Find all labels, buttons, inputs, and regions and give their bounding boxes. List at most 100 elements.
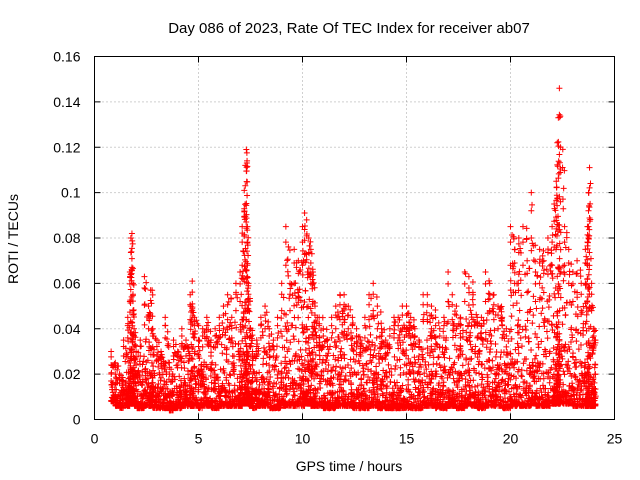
data-point [529, 320, 536, 327]
data-point [231, 382, 238, 389]
data-point [511, 246, 518, 253]
data-point [191, 350, 198, 357]
data-point [515, 329, 522, 336]
data-point [515, 235, 522, 241]
data-point [199, 343, 206, 350]
data-point [128, 245, 135, 252]
data-point [518, 373, 525, 380]
data-point [231, 319, 238, 326]
data-point [424, 337, 431, 344]
data-point [450, 322, 457, 329]
grid-lines [94, 56, 615, 420]
data-point [163, 393, 170, 400]
data-point [325, 346, 332, 353]
data-point [516, 268, 523, 275]
data-point [445, 298, 452, 305]
data-point [238, 291, 245, 298]
data-point [130, 307, 137, 314]
data-point [308, 250, 315, 257]
data-point [260, 344, 267, 351]
data-point [528, 207, 535, 214]
data-point [374, 303, 381, 310]
data-point [436, 325, 443, 332]
data-point [217, 366, 224, 373]
chart-title: Day 086 of 2023, Rate Of TEC Index for r… [168, 20, 530, 37]
data-point [424, 301, 431, 308]
data-point [219, 350, 226, 357]
data-point [274, 375, 281, 382]
data-point [203, 314, 210, 321]
data-point [155, 380, 162, 387]
data-point [108, 381, 115, 388]
data-point [133, 348, 140, 355]
data-point [536, 246, 543, 253]
data-point [428, 303, 435, 310]
data-point [387, 378, 394, 385]
data-point [290, 391, 297, 398]
data-point [344, 336, 351, 343]
data-point [166, 364, 173, 371]
data-point [139, 361, 146, 368]
data-point [524, 289, 531, 296]
data-point [502, 387, 509, 394]
data-point [188, 355, 195, 362]
data-point [335, 333, 342, 340]
data-point [148, 300, 155, 307]
data-point [153, 337, 160, 344]
data-point [112, 364, 119, 371]
data-point [445, 280, 452, 287]
data-point [176, 373, 183, 380]
data-point [120, 352, 127, 359]
data-point [117, 392, 124, 399]
data-point [189, 390, 196, 397]
data-point [522, 333, 529, 340]
data-point [341, 351, 348, 358]
data-point [176, 388, 183, 395]
data-point [490, 291, 497, 298]
data-point [536, 323, 543, 330]
data-point [358, 340, 365, 347]
data-point [284, 256, 291, 263]
data-point [108, 353, 115, 360]
data-point [476, 370, 483, 377]
data-point [239, 239, 246, 246]
data-point [245, 252, 252, 259]
data-point [350, 356, 357, 363]
data-point [341, 291, 348, 298]
data-point [291, 302, 298, 309]
data-point [373, 294, 380, 301]
data-point [158, 362, 165, 369]
data-point [367, 357, 374, 364]
data-point [119, 377, 126, 384]
data-point [129, 291, 136, 298]
data-point [188, 367, 195, 374]
data-point [128, 267, 135, 274]
data-point [323, 326, 330, 333]
data-point [262, 317, 269, 324]
data-point [153, 343, 160, 350]
data-point [517, 335, 524, 342]
data-point [195, 386, 202, 393]
data-point [141, 400, 148, 407]
data-point [303, 216, 310, 223]
data-point [232, 307, 239, 314]
data-point [461, 298, 468, 305]
data-point [302, 287, 309, 294]
data-point [214, 340, 221, 347]
data-point [244, 239, 251, 246]
data-point [307, 259, 314, 266]
data-point [282, 223, 289, 230]
data-point [519, 326, 526, 333]
data-point [150, 346, 157, 353]
data-point [146, 339, 153, 346]
data-point [171, 376, 178, 383]
data-point [155, 396, 162, 403]
data-point [552, 294, 559, 301]
data-point [519, 262, 526, 269]
data-point [147, 313, 154, 320]
data-point [244, 288, 251, 295]
data-point [471, 383, 478, 390]
data-point [243, 168, 250, 175]
data-point [374, 312, 381, 319]
data-point [208, 386, 215, 393]
